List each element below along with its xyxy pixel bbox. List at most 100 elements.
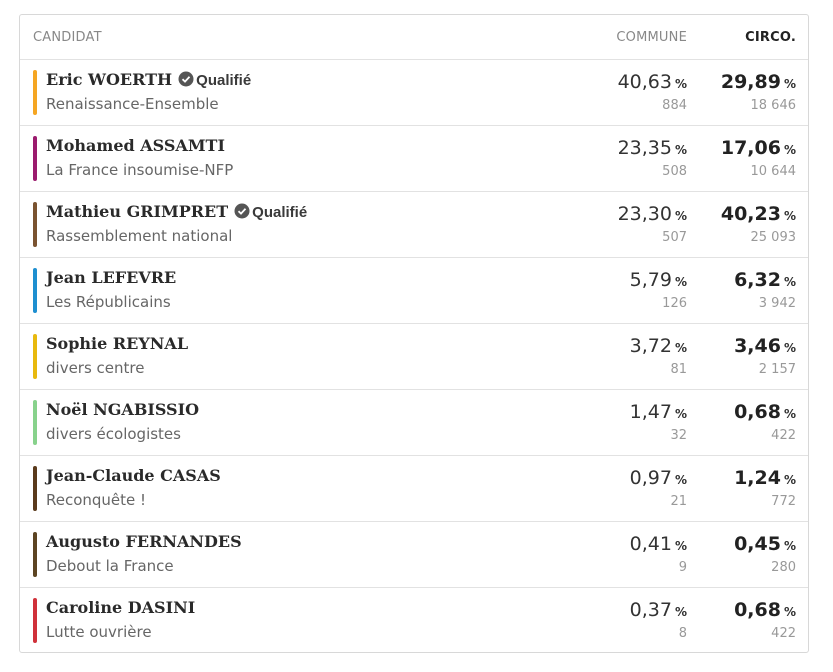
circo-votes: 422: [771, 428, 796, 443]
candidate-name-text: Jean-Claude CASAS: [46, 466, 221, 485]
circo-percent-value: 0,45: [734, 533, 781, 555]
percent-unit: %: [674, 341, 687, 355]
candidate-name: Mohamed ASSAMTI: [46, 136, 225, 155]
party-color-bar: [33, 136, 37, 181]
candidate-name-text: Noël NGABISSIO: [46, 400, 200, 419]
percent-unit: %: [674, 209, 687, 223]
candidate-row: Mohamed ASSAMTI La France insoumise-NFP 23…: [20, 125, 808, 191]
percent-unit: %: [674, 275, 687, 289]
commune-votes: 507: [662, 230, 687, 245]
party-color-bar: [33, 70, 37, 115]
circo-percent-value: 29,89: [720, 71, 781, 93]
party-name: Les Républicains: [46, 293, 171, 311]
header-commune: COMMUNE: [616, 30, 687, 45]
circo-percent: 29,89%: [721, 71, 796, 93]
party-color-bar: [33, 532, 37, 577]
party-name: divers écologistes: [46, 425, 181, 443]
percent-unit: %: [783, 209, 796, 223]
circo-percent-value: 1,24: [734, 467, 781, 489]
candidate-name: Jean LEFEVRE: [46, 268, 176, 287]
candidate-row: Jean-Claude CASAS Reconquête ! 0,97% 21 1,24…: [20, 455, 808, 521]
circo-votes: 25 093: [750, 230, 797, 245]
commune-votes: 884: [662, 98, 687, 113]
circo-percent: 0,68%: [734, 401, 796, 423]
circo-percent-value: 6,32: [734, 269, 781, 291]
circo-votes: 772: [771, 494, 796, 509]
candidate-name: Augusto FERNANDES: [46, 532, 242, 551]
circo-votes: 422: [771, 626, 796, 641]
circo-percent-value: 0,68: [734, 599, 781, 621]
candidate-name-text: Caroline DASINI: [46, 598, 196, 617]
commune-percent: 3,72%: [630, 335, 687, 357]
circo-percent: 40,23%: [721, 203, 796, 225]
percent-unit: %: [783, 473, 796, 487]
party-color-bar: [33, 466, 37, 511]
commune-percent-value: 0,37: [629, 599, 672, 621]
percent-unit: %: [783, 341, 796, 355]
party-color-bar: [33, 400, 37, 445]
commune-percent: 0,97%: [630, 467, 687, 489]
candidate-name: Mathieu GRIMPRET Qualifié: [46, 202, 307, 221]
candidate-row: Caroline DASINI Lutte ouvrière 0,37% 8 0,68%…: [20, 587, 808, 653]
percent-unit: %: [674, 473, 687, 487]
candidate-name: Sophie REYNAL: [46, 334, 188, 353]
commune-votes: 32: [670, 428, 687, 443]
commune-percent: 0,37%: [630, 599, 687, 621]
circo-percent-value: 17,06: [720, 137, 781, 159]
commune-percent-value: 23,35: [617, 137, 672, 159]
candidate-row: Eric WOERTH Qualifié Renaissance-Ensemble 4…: [20, 59, 808, 125]
circo-votes: 280: [771, 560, 796, 575]
candidate-row: Sophie REYNAL divers centre 3,72% 81 3,46% 2 …: [20, 323, 808, 389]
percent-unit: %: [783, 143, 796, 157]
commune-percent-value: 5,79: [629, 269, 672, 291]
party-name: La France insoumise-NFP: [46, 161, 234, 179]
commune-votes: 81: [670, 362, 687, 377]
party-name: Lutte ouvrière: [46, 623, 152, 641]
party-name: Rassemblement national: [46, 227, 233, 245]
circo-percent: 0,45%: [734, 533, 796, 555]
commune-percent-value: 23,30: [617, 203, 672, 225]
qualified-icon: [178, 71, 194, 87]
candidate-row: Jean LEFEVRE Les Républicains 5,79% 126 6,32…: [20, 257, 808, 323]
commune-percent: 23,30%: [618, 203, 687, 225]
candidate-name-text: Mathieu GRIMPRET: [46, 202, 229, 221]
commune-votes: 126: [662, 296, 687, 311]
candidate-name-text: Mohamed ASSAMTI: [46, 136, 225, 155]
candidate-name-text: Sophie REYNAL: [46, 334, 189, 353]
candidate-name-text: Jean LEFEVRE: [46, 268, 177, 287]
percent-unit: %: [783, 407, 796, 421]
results-table: CANDIDAT COMMUNE CIRCO. Eric WOERTH Quali…: [19, 14, 809, 653]
commune-percent-value: 1,47: [629, 401, 672, 423]
circo-percent-value: 3,46: [734, 335, 781, 357]
percent-unit: %: [674, 77, 687, 91]
party-color-bar: [33, 334, 37, 379]
qualified-icon: [234, 203, 250, 219]
candidate-name-text: Augusto FERNANDES: [46, 532, 242, 551]
candidate-name: Noël NGABISSIO: [46, 400, 199, 419]
header-circo: CIRCO.: [745, 30, 796, 45]
candidate-row: Mathieu GRIMPRET Qualifié Rassemblement na…: [20, 191, 808, 257]
party-color-bar: [33, 268, 37, 313]
percent-unit: %: [674, 407, 687, 421]
commune-votes: 8: [678, 626, 687, 641]
party-name: Debout la France: [46, 557, 174, 575]
circo-percent-value: 40,23: [720, 203, 781, 225]
commune-percent: 1,47%: [630, 401, 687, 423]
circo-votes: 3 942: [758, 296, 796, 311]
commune-percent-value: 40,63: [617, 71, 672, 93]
candidate-name: Eric WOERTH Qualifié: [46, 70, 251, 89]
header-candidate: CANDIDAT: [33, 30, 102, 45]
party-name: Reconquête !: [46, 491, 147, 509]
commune-percent: 5,79%: [630, 269, 687, 291]
commune-votes: 508: [662, 164, 687, 179]
commune-votes: 21: [670, 494, 687, 509]
commune-votes: 9: [678, 560, 687, 575]
percent-unit: %: [674, 539, 687, 553]
candidate-row: Noël NGABISSIO divers écologistes 1,47% 32 0…: [20, 389, 808, 455]
party-color-bar: [33, 202, 37, 247]
percent-unit: %: [674, 605, 687, 619]
circo-votes: 2 157: [758, 362, 796, 377]
commune-percent: 40,63%: [618, 71, 687, 93]
commune-percent-value: 0,97: [629, 467, 672, 489]
